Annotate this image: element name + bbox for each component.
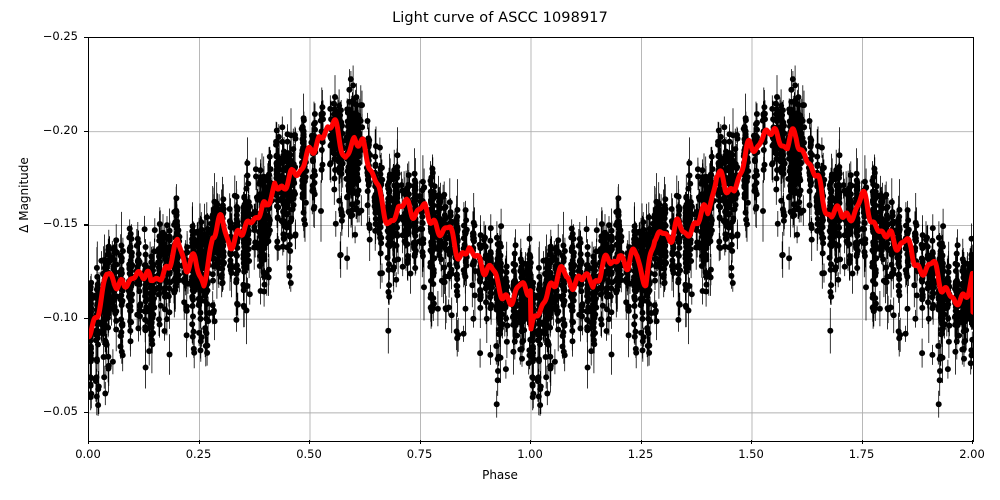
x-tick-label: 0.75 (406, 447, 433, 461)
x-tick-label: 1.50 (738, 447, 764, 461)
x-tick-mark (861, 440, 863, 444)
y-tick-mark (84, 411, 88, 413)
x-tick-mark (751, 440, 753, 444)
x-tick-label: 1.25 (627, 447, 654, 461)
y-tick-mark (84, 37, 88, 39)
x-tick-mark (530, 440, 532, 444)
x-tick-label: 2.00 (959, 447, 985, 461)
x-tick-label: 1.00 (517, 447, 543, 461)
y-tick-label: −0.15 (42, 216, 78, 231)
data-points-layer (89, 76, 973, 409)
x-tick-label: 1.75 (848, 447, 875, 461)
x-tick-label: 0.00 (75, 447, 101, 461)
y-tick-mark (84, 224, 88, 226)
x-tick-mark (640, 440, 642, 444)
x-tick-mark (309, 440, 311, 444)
x-tick-label: 0.25 (185, 447, 212, 461)
plot-area (88, 37, 974, 442)
y-tick-label: −0.25 (42, 29, 78, 43)
x-tick-mark (419, 440, 421, 444)
y-tick-label: −0.20 (42, 122, 78, 137)
x-tick-mark (88, 440, 90, 444)
y-tick-mark (84, 318, 88, 320)
trend-line (89, 117, 973, 340)
x-tick-mark (972, 440, 974, 444)
y-tick-label: −0.10 (42, 310, 78, 325)
y-tick-label: −0.05 (42, 403, 78, 418)
x-tick-mark (198, 440, 200, 444)
chart-title: Light curve of ASCC 1098917 (392, 10, 608, 26)
light-curve-svg (89, 38, 973, 441)
y-tick-mark (84, 130, 88, 132)
x-tick-label: 0.50 (296, 447, 322, 461)
x-axis-label: Phase (482, 468, 518, 482)
